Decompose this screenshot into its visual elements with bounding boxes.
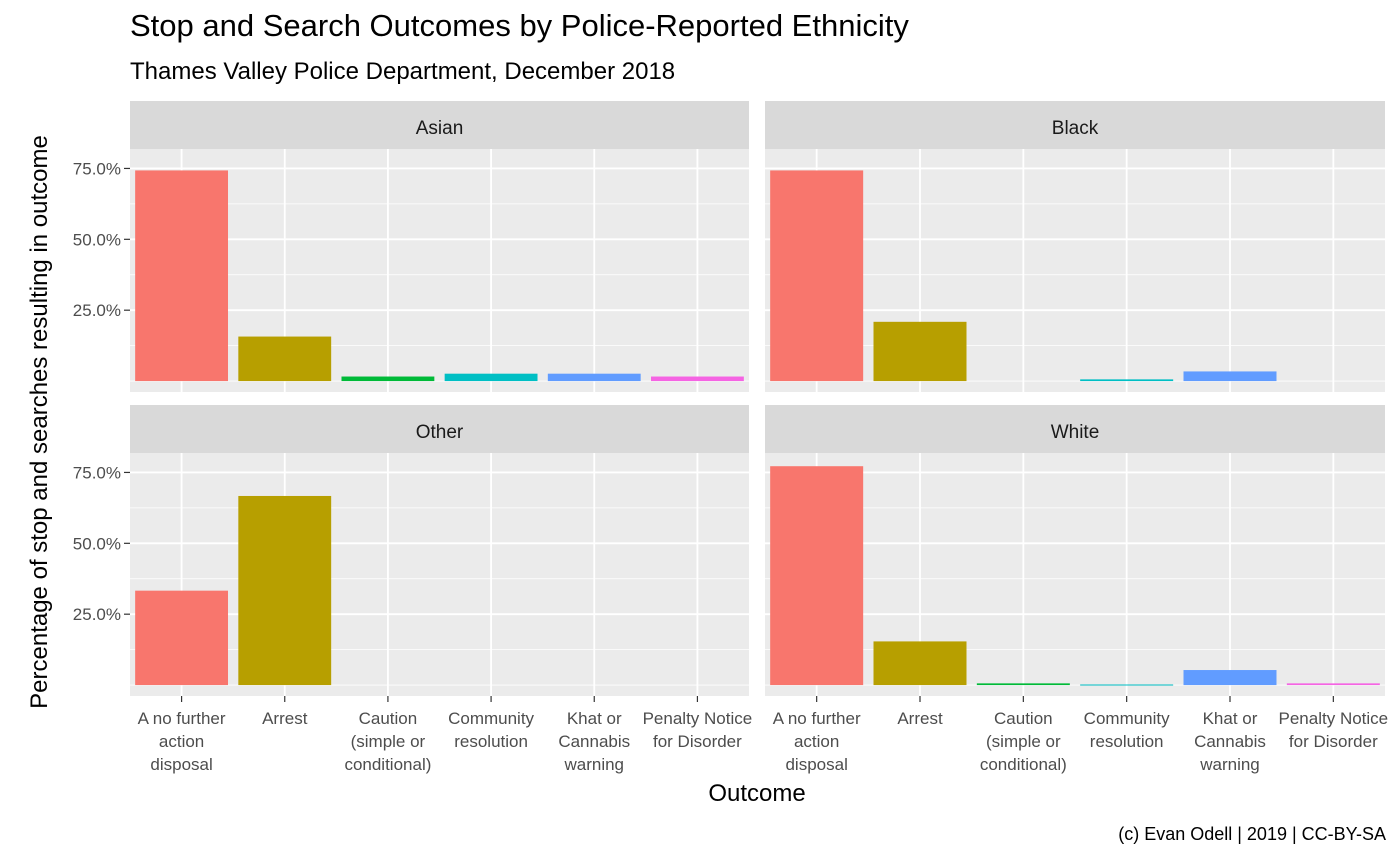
facet-panel-black: Black: [765, 101, 1385, 392]
x-tick-label-line: A no further: [138, 709, 226, 728]
chart-subtitle: Thames Valley Police Department, Decembe…: [130, 58, 676, 85]
x-tick-label: Community resolution: [448, 709, 534, 751]
x-tick-label-line: conditional): [344, 755, 431, 774]
facet-strip: [130, 101, 749, 149]
facet-strip: [765, 405, 1385, 453]
facet-strip: [130, 405, 749, 453]
x-tick-label: Arrest: [897, 709, 943, 728]
x-tick-label-line: Penalty Notice: [1279, 709, 1389, 728]
x-tick-label-line: Arrest: [897, 709, 943, 728]
x-tick-label-line: resolution: [454, 732, 528, 751]
bar-asian-6: [650, 376, 744, 382]
x-tick-label: A no further action disposal: [773, 709, 861, 774]
x-tick-label-line: (simple or: [351, 732, 426, 751]
chart-caption: (c) Evan Odell | 2019 | CC-BY-SA: [1118, 824, 1386, 844]
bar-white-2: [873, 641, 967, 686]
x-tick-label-line: for Disorder: [653, 732, 742, 751]
x-tick-label-line: Cannabis: [1194, 732, 1266, 751]
x-tick-label-line: Penalty Notice: [643, 709, 753, 728]
facet-strip-label: Asian: [416, 118, 464, 139]
x-tick-label-line: Cannabis: [558, 732, 630, 751]
facet-panel-other: Other 25.0% 50.0% 75.0% A no further action di…: [73, 405, 752, 774]
x-tick-label: Penalty Notice for Disorder: [1279, 709, 1389, 751]
y-tick-label: 25.0%: [73, 605, 121, 624]
x-tick-label-line: Caution: [359, 709, 418, 728]
x-tick-label-line: A no further: [773, 709, 861, 728]
bar-asian-1: [135, 170, 229, 382]
x-tick-label-line: for Disorder: [1289, 732, 1378, 751]
x-tick-label: Khat or Cannabis warning: [1194, 709, 1266, 774]
facet-strip: [765, 101, 1385, 149]
panel-background: [765, 149, 1385, 392]
y-tick-label: 50.0%: [73, 534, 121, 553]
bar-other-1: [135, 590, 229, 686]
x-tick-label: Community resolution: [1084, 709, 1170, 751]
y-tick-label: 75.0%: [73, 463, 121, 482]
facet-panel-asian: Asian 25.0% 50.0% 75.0%: [73, 101, 749, 392]
bar-white-6: [1286, 683, 1380, 686]
bar-asian-2: [238, 336, 332, 382]
x-tick-label-line: (simple or: [986, 732, 1061, 751]
bar-black-5: [1183, 371, 1277, 382]
chart-title: Stop and Search Outcomes by Police-Repor…: [130, 8, 909, 43]
x-tick-label: Arrest: [262, 709, 308, 728]
x-tick-label-line: warning: [1199, 755, 1260, 774]
facet-strip-label: Other: [416, 422, 464, 443]
x-tick-label-line: Khat or: [1203, 709, 1258, 728]
bar-black-2: [873, 321, 967, 382]
x-tick-label-line: action: [159, 732, 204, 751]
bar-white-3: [976, 683, 1070, 686]
y-tick-label: 50.0%: [73, 230, 121, 249]
facet-panel-white: White A no further action disposal Arrest Cau…: [765, 405, 1388, 774]
x-tick-label-line: Khat or: [567, 709, 622, 728]
x-tick-label: A no further action disposal: [138, 709, 226, 774]
x-tick-label-line: conditional): [980, 755, 1067, 774]
y-tick-label: 75.0%: [73, 159, 121, 178]
panel-background: [765, 453, 1385, 696]
bar-other-2: [238, 495, 332, 686]
bar-white-4: [1080, 684, 1174, 686]
bar-black-4: [1080, 379, 1174, 382]
y-tick-label: 25.0%: [73, 301, 121, 320]
bar-black-1: [770, 170, 864, 382]
x-tick-label-line: resolution: [1090, 732, 1164, 751]
x-axis-title: Outcome: [708, 780, 806, 807]
facet-strip-label: White: [1051, 422, 1100, 443]
x-tick-label-line: Caution: [994, 709, 1053, 728]
x-tick-label-line: disposal: [150, 755, 212, 774]
bar-asian-5: [547, 373, 641, 382]
x-tick-label: Caution (simple or conditional): [980, 709, 1067, 774]
bar-white-5: [1183, 670, 1277, 686]
x-tick-label-line: warning: [563, 755, 624, 774]
panel-background: [130, 149, 749, 392]
bar-white-1: [770, 466, 864, 686]
x-tick-label-line: Community: [448, 709, 534, 728]
x-tick-label-line: action: [794, 732, 839, 751]
x-tick-label-line: disposal: [785, 755, 847, 774]
facet-strip-label: Black: [1052, 118, 1099, 139]
bar-asian-3: [341, 376, 435, 382]
x-tick-label: Khat or Cannabis warning: [558, 709, 630, 774]
x-tick-label-line: Arrest: [262, 709, 308, 728]
x-tick-label: Penalty Notice for Disorder: [643, 709, 753, 751]
panel-background: [130, 453, 749, 696]
x-tick-label-line: Community: [1084, 709, 1170, 728]
x-tick-label: Caution (simple or conditional): [344, 709, 431, 774]
bar-asian-4: [444, 373, 538, 382]
